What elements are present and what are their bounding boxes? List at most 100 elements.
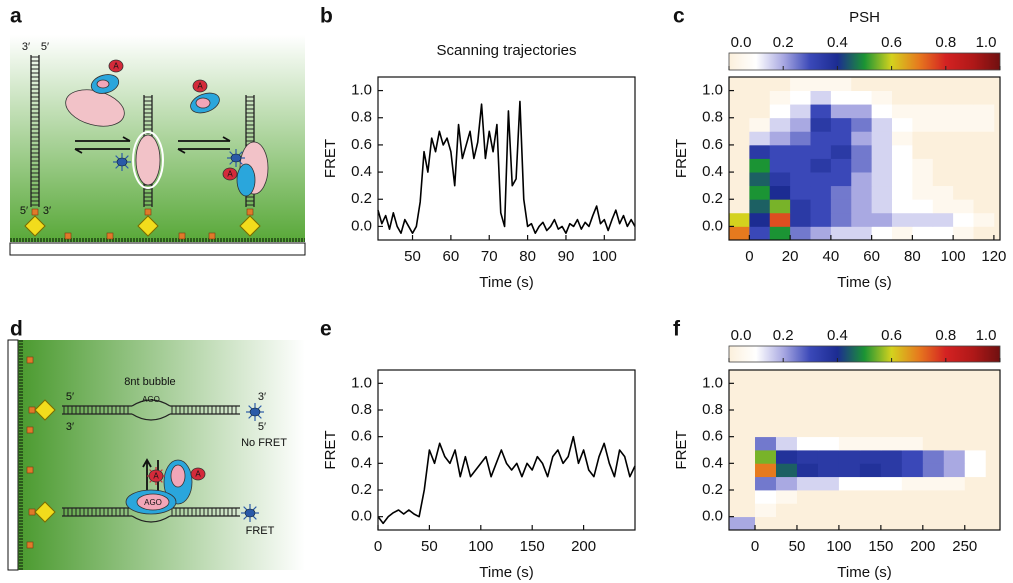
colorbar-tick-label: 0.0 xyxy=(731,34,752,51)
anchor xyxy=(26,356,34,364)
slide xyxy=(9,242,306,256)
protein xyxy=(136,493,170,511)
heatmap-cell xyxy=(964,450,987,464)
y-tick-label: 0.6 xyxy=(702,136,723,153)
heatmap-cell xyxy=(880,423,903,438)
protein xyxy=(148,469,164,483)
heatmap-cell xyxy=(985,503,1001,518)
heatmap-cell xyxy=(943,476,966,491)
heatmap-cell xyxy=(817,383,840,398)
plot-frame xyxy=(728,76,1001,241)
strand-end: 5′ xyxy=(20,205,28,217)
heatmap-cell xyxy=(769,212,791,227)
x-tick-label: 0 xyxy=(745,248,753,265)
heatmap-cell xyxy=(871,117,893,132)
heatmap-cell xyxy=(817,410,840,424)
heatmap-cell xyxy=(901,436,924,451)
heatmap-cell xyxy=(810,104,832,119)
dna-bubble xyxy=(131,399,171,421)
heatmap-cell xyxy=(810,199,832,214)
heatmap-cell xyxy=(769,131,791,146)
heatmap-cell xyxy=(755,503,777,518)
colorbar xyxy=(728,345,1001,363)
arrow xyxy=(178,136,231,142)
heatmap-cell xyxy=(775,436,798,451)
heatmap-cell xyxy=(901,463,924,478)
heatmap-cell xyxy=(973,131,995,146)
y-tick-label: 0.6 xyxy=(702,428,723,445)
heatmap-cell xyxy=(973,117,995,132)
heatmap-cell xyxy=(932,144,954,159)
heatmap-cell xyxy=(830,77,852,91)
heatmap-cell xyxy=(964,436,987,451)
heatmap-cell xyxy=(851,104,873,119)
strand-end: 3′ xyxy=(258,391,266,403)
heatmap-cell xyxy=(932,212,954,227)
y-tick-label: 0.4 xyxy=(351,454,372,471)
heatmap-cell xyxy=(749,90,771,105)
heatmap-cell xyxy=(749,158,771,173)
heatmap-cell xyxy=(830,117,852,132)
colorbar-tick-label: 0.0 xyxy=(731,327,752,344)
heatmap-cell xyxy=(871,185,893,200)
heatmap-cell xyxy=(880,410,903,424)
heatmap-cell xyxy=(922,516,945,531)
heatmap-cell xyxy=(810,77,832,91)
x-tick-label: 50 xyxy=(789,538,806,555)
heatmap-cell xyxy=(729,383,756,398)
heatmap-cell xyxy=(953,226,974,241)
heatmap-cell xyxy=(817,450,840,464)
x-axis-label: Time (s) xyxy=(479,274,533,291)
heatmap-cell xyxy=(775,463,798,478)
heatmap-cell xyxy=(749,199,771,214)
strand-end: 5′ xyxy=(66,391,74,403)
protein xyxy=(170,464,186,488)
heatmap-cell xyxy=(871,144,893,159)
heatmap-cell xyxy=(838,410,861,424)
heatmap-cell xyxy=(901,370,924,384)
strand-end: 3′ xyxy=(43,205,51,217)
heatmap-cell xyxy=(851,117,873,132)
heatmap-cell xyxy=(964,423,987,438)
heatmap-cell xyxy=(964,516,987,531)
heatmap-cell xyxy=(790,172,811,187)
x-tick-label: 250 xyxy=(952,538,977,555)
heatmap-cell xyxy=(953,144,974,159)
heatmap-cell xyxy=(953,172,974,187)
anchor xyxy=(26,426,34,434)
colorbar-tick-label: 0.8 xyxy=(935,34,956,51)
anchor xyxy=(178,232,186,240)
heatmap-cell xyxy=(973,104,995,119)
heatmap-cell xyxy=(922,396,945,411)
heatmap-cell xyxy=(973,77,995,91)
heatmap-cell xyxy=(790,185,811,200)
heatmap-cell xyxy=(729,226,750,241)
heatmap-cell xyxy=(901,476,924,491)
heatmap-cell xyxy=(810,212,832,227)
x-tick-label: 70 xyxy=(481,248,498,265)
heatmap-cell xyxy=(769,104,791,119)
heatmap-cell xyxy=(796,516,819,531)
heatmap-cell xyxy=(817,423,840,438)
heatmap-cell xyxy=(729,185,750,200)
heatmap-cell xyxy=(729,131,750,146)
slide xyxy=(7,339,19,571)
heatmap-cell xyxy=(973,172,995,187)
heatmap-cell xyxy=(953,131,974,146)
heatmap-cell xyxy=(922,463,945,478)
heatmap-cell xyxy=(838,490,861,504)
heatmap-cell xyxy=(769,199,791,214)
heatmap-cell xyxy=(912,77,934,91)
heatmap-cell xyxy=(790,199,811,214)
anchor xyxy=(28,406,36,414)
heatmap-cell xyxy=(769,226,791,241)
x-tick-label: 60 xyxy=(443,248,460,265)
acceptor-label: A xyxy=(195,470,201,479)
y-tick-label: 1.0 xyxy=(351,82,372,99)
heatmap-cell xyxy=(796,370,819,384)
heatmap-cell xyxy=(922,450,945,464)
y-tick-label: 0.2 xyxy=(351,190,372,207)
heatmap-cell xyxy=(729,516,756,531)
heatmap-cell xyxy=(922,490,945,504)
